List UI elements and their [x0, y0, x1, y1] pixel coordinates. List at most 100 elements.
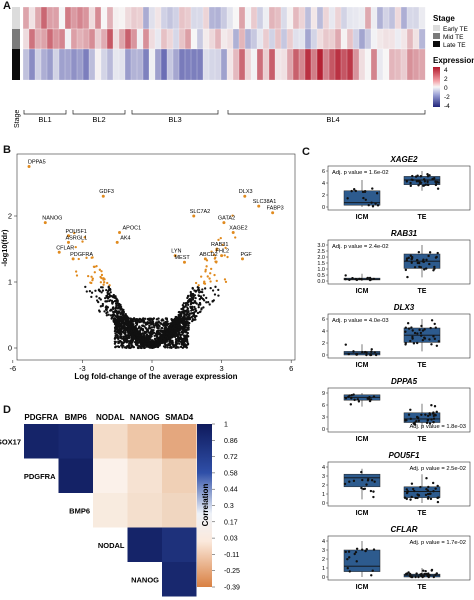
boxplot-point	[352, 393, 355, 396]
heatmap-cell	[40, 6, 48, 30]
volcano-point	[154, 341, 157, 344]
boxplot-point	[347, 550, 351, 553]
volcano-point	[165, 340, 168, 343]
volcano-point	[193, 305, 196, 309]
volcano-point	[198, 310, 201, 314]
heatmap-cell	[292, 48, 300, 81]
boxplot-point	[405, 488, 409, 491]
expression-tick-4: 4	[444, 67, 448, 74]
boxplot-point	[422, 184, 425, 187]
boxplot-point	[432, 335, 435, 338]
heatmap-cell	[304, 6, 312, 30]
volcano-point	[205, 301, 208, 304]
heatmap-cell	[232, 48, 240, 81]
boxplot-point	[435, 572, 439, 575]
boxplot-point	[425, 572, 428, 576]
volcano-point	[113, 310, 116, 313]
heatmap-cell	[376, 28, 384, 50]
volcano-point	[183, 309, 187, 313]
volcano-gene-label: RAB31	[211, 242, 228, 248]
volcano-point	[189, 294, 192, 297]
boxplot-point	[432, 489, 435, 493]
volcano-point	[124, 312, 127, 316]
volcano-point	[209, 280, 212, 283]
heatmap-cell	[208, 6, 216, 30]
boxplot-point	[425, 421, 429, 425]
boxplot-point	[416, 496, 419, 500]
boxplot-point	[415, 415, 419, 419]
volcano-point	[196, 311, 200, 315]
volcano-point	[153, 326, 156, 329]
volcano-y-tick-label: 1	[8, 278, 12, 287]
volcano-point	[120, 307, 123, 311]
boxplot-point	[376, 204, 380, 207]
volcano-point	[179, 337, 182, 340]
boxplot-point	[405, 259, 408, 262]
volcano-point	[160, 319, 163, 322]
boxplot-point	[350, 393, 353, 397]
boxplot-point	[427, 496, 430, 499]
boxplot-gene-title: XAGE2	[389, 155, 418, 164]
volcano-point	[122, 317, 126, 320]
volcano-point	[189, 312, 192, 315]
heatmap-cell	[256, 28, 264, 50]
heatmap-cell	[328, 28, 336, 50]
volcano-point	[183, 323, 187, 326]
heatmap-cell	[334, 6, 342, 30]
volcano-point	[143, 317, 147, 320]
volcano-point	[141, 324, 144, 327]
volcano-point	[116, 325, 119, 328]
cluster-brackets	[23, 110, 426, 115]
volcano-point	[113, 340, 117, 343]
volcano-point	[193, 289, 196, 292]
heatmap-cell	[172, 48, 180, 81]
boxplot-point	[430, 319, 434, 322]
boxplot-y-tick-label: 0	[322, 427, 325, 433]
boxplot-point	[429, 497, 433, 501]
heatmap-cell	[232, 28, 240, 50]
boxplot-gene-title: DLX3	[394, 303, 415, 312]
heatmap-cell	[292, 28, 300, 50]
heatmap-cell	[388, 28, 396, 50]
volcano-point	[182, 326, 185, 329]
volcano-point	[119, 312, 122, 316]
volcano-point	[140, 346, 143, 350]
boxplot-point	[344, 343, 347, 346]
volcano-point	[146, 339, 149, 343]
volcano-point	[88, 290, 92, 293]
boxplot-box	[403, 486, 441, 498]
boxplot-point	[430, 418, 433, 421]
boxplot-box	[343, 190, 381, 206]
boxplot-point	[426, 492, 430, 496]
volcano-point	[212, 253, 216, 257]
boxplot-point	[431, 177, 434, 181]
volcano-point	[91, 277, 94, 280]
heatmap-cell	[190, 6, 198, 30]
volcano-y-tick-label: 2	[8, 212, 12, 221]
boxplot-point	[422, 569, 425, 572]
heatmap-cell	[106, 48, 114, 81]
heatmap-cell	[22, 28, 30, 50]
volcano-point	[134, 324, 137, 328]
heatmap-cell	[382, 48, 390, 81]
boxplot-point	[411, 337, 414, 340]
boxplot-point	[407, 413, 411, 416]
volcano-gene-label: GATA2	[218, 216, 235, 222]
boxplot-group-label: ICM	[356, 362, 369, 369]
boxplot-point	[424, 413, 427, 416]
boxplot-point	[422, 575, 425, 578]
volcano-point	[150, 326, 154, 329]
volcano-point	[209, 286, 212, 290]
volcano-point	[105, 314, 108, 317]
boxplot-point	[430, 568, 434, 572]
boxplot-point	[370, 348, 373, 351]
heatmap-cell	[382, 6, 390, 30]
boxplot-y-tick-label: 2.5	[317, 249, 325, 255]
volcano-point	[138, 334, 141, 337]
volcano-point	[103, 281, 106, 284]
heatmap-cell	[214, 48, 222, 81]
volcano-point	[210, 250, 213, 253]
boxplot-group-label: TE	[418, 362, 427, 369]
boxplot-y-tick-label: 2	[322, 341, 325, 347]
volcano-point	[99, 305, 102, 308]
